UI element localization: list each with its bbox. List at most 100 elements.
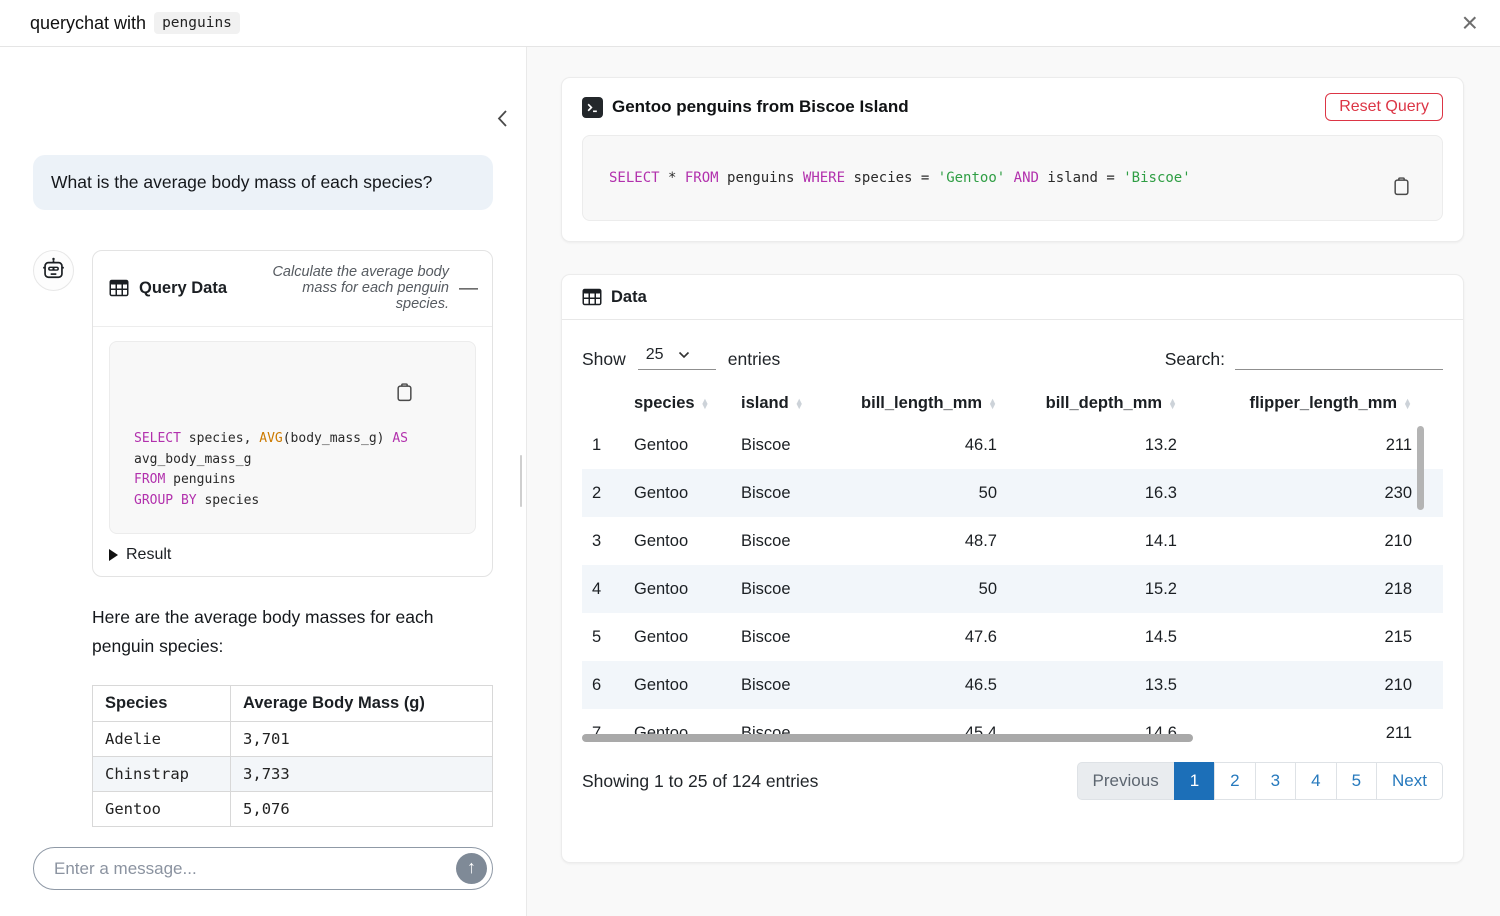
entries-label: entries	[727, 349, 781, 369]
tool-card-collapse-button[interactable]: —	[459, 277, 478, 299]
copy-icon[interactable]	[1391, 145, 1432, 228]
page-button-3[interactable]: 3	[1254, 762, 1297, 800]
table-cell: Gentoo	[634, 675, 689, 694]
arrow-up-icon: ↑	[467, 857, 476, 877]
table-cell: 48.7	[964, 531, 997, 550]
sql-token: AND	[1013, 169, 1039, 186]
table-icon	[109, 279, 129, 297]
search-label: Search:	[1164, 349, 1225, 369]
table-cell: 50	[978, 483, 997, 502]
sort-arrows-icon: ▲ ▼	[1168, 395, 1177, 411]
message-input[interactable]	[33, 847, 493, 890]
table-cell: 50	[978, 579, 997, 598]
close-icon[interactable]: ×	[1461, 7, 1478, 38]
table-row: 4 Gentoo Biscoe 50 15.2 218	[582, 565, 1443, 613]
table-cell: Biscoe	[741, 435, 791, 454]
page-size-select[interactable]: 25	[637, 344, 716, 370]
column-header-label: flipper_length_mm	[1249, 394, 1398, 412]
table-cell: 215	[1384, 627, 1412, 646]
table-cell: 211	[1385, 723, 1412, 742]
chat-input-area: ↑	[0, 829, 526, 916]
sql-token: species =	[845, 169, 938, 186]
page-button-next[interactable]: Next	[1376, 762, 1443, 800]
sql-token	[1005, 167, 1013, 189]
tool-card-body: SELECT species, AVG(body_mass_g) AS avg_b…	[93, 327, 492, 577]
tool-card-title-text: Query Data	[139, 278, 228, 297]
column-header-island[interactable]: island ▲ ▼	[731, 386, 823, 421]
column-header-bill_depth_mm[interactable]: bill_depth_mm ▲ ▼	[1007, 386, 1187, 421]
table-cell: 5	[592, 627, 602, 646]
table-cell: 218	[1384, 579, 1412, 598]
horizontal-scrollbar[interactable]	[582, 734, 1194, 742]
table-cell: 4	[592, 579, 602, 598]
reset-query-button[interactable]: Reset Query	[1325, 93, 1443, 121]
search-input[interactable]	[1235, 344, 1443, 370]
table-cell: 1	[592, 435, 602, 454]
table-row: Gentoo 5,076	[91, 791, 493, 828]
sql-token: 'Gentoo'	[937, 169, 1006, 186]
chat-scrollbar[interactable]	[520, 455, 522, 507]
table-cell: 47.6	[964, 627, 997, 646]
tool-card-subtitle: Calculate the average body mass for each…	[272, 263, 449, 313]
table-row: 3 Gentoo Biscoe 48.7 14.1 210	[582, 517, 1443, 565]
table-cell: 46.1	[964, 435, 997, 454]
table-cell: Biscoe	[741, 675, 791, 694]
table-cell: 14.5	[1144, 627, 1177, 646]
column-header-flipper_length_mm[interactable]: flipper_length_mm ▲ ▼	[1187, 386, 1422, 421]
sort-arrows-icon: ▲ ▼	[1403, 395, 1412, 411]
chat-messages: What is the average body mass of each sp…	[0, 47, 526, 829]
page-button-1[interactable]: 1	[1173, 762, 1216, 800]
table-cell: Biscoe	[741, 483, 791, 502]
table-cell: Chinstrap	[91, 756, 232, 793]
table-cell: 13.5	[1144, 675, 1177, 694]
sql-code-block: SELECT * FROM penguins WHERE species = '…	[582, 135, 1443, 221]
page-button-4[interactable]: 4	[1295, 762, 1337, 800]
table-search-control: Search:	[1165, 344, 1443, 370]
table-row: 5 Gentoo Biscoe 47.6 14.5 215	[582, 613, 1443, 661]
table-row: Adelie 3,701	[91, 721, 493, 758]
triangle-right-icon	[109, 549, 118, 562]
result-expander[interactable]: Result	[109, 534, 171, 566]
table-cell	[1422, 709, 1443, 746]
sql-token: SELECT	[609, 169, 660, 186]
table-cell: 7	[592, 723, 602, 742]
sql-line: GROUP BY species	[134, 491, 459, 512]
sidebar-collapse-icon[interactable]	[495, 109, 510, 128]
table-cell: Gentoo	[634, 579, 689, 598]
table-cell: Adelie	[91, 721, 232, 758]
main-content: Gentoo penguins from Biscoe Island Reset…	[527, 47, 1500, 916]
sql-token: AVG	[259, 431, 283, 447]
table-cell: 210	[1384, 531, 1412, 550]
page-button-2[interactable]: 2	[1214, 762, 1256, 800]
data-card: Data Show 25 entries Search:	[561, 274, 1464, 863]
assistant-message: Query Data Calculate the average body ma…	[33, 249, 493, 828]
vertical-scrollbar[interactable]	[1417, 426, 1424, 510]
chevron-down-icon	[678, 351, 689, 359]
data-table-viewport: species ▲ ▼ island ▲ ▼ bill_length_mm ▲ ▼ bill_de…	[582, 386, 1443, 746]
data-card-title-text: Data	[611, 287, 647, 306]
send-button[interactable]: ↑	[456, 853, 487, 884]
table-icon	[582, 288, 602, 306]
copy-icon[interactable]	[394, 351, 465, 434]
dataset-name-chip: penguins	[154, 12, 240, 34]
sql-token: avg_body_mass_g	[134, 451, 252, 467]
sql-line: avg_body_mass_g	[134, 450, 459, 471]
sql-token: AS	[392, 431, 408, 447]
column-header-species[interactable]: species ▲ ▼	[624, 386, 731, 421]
column-header-body_mass_g[interactable]: body_mass_g▲▼	[1422, 386, 1443, 421]
table-cell: 15.2	[1144, 579, 1177, 598]
result-expander-label: Result	[126, 546, 172, 564]
page-button-previous: Previous	[1076, 762, 1175, 800]
sql-token: *	[659, 169, 685, 186]
table-cell: 6	[592, 675, 602, 694]
current-query-card: Gentoo penguins from Biscoe Island Reset…	[561, 77, 1464, 242]
table-cell: 5,076	[230, 791, 493, 828]
table-cell	[1422, 517, 1443, 565]
sql-line: FROM penguins	[134, 470, 459, 491]
sql-token: GROUP BY	[134, 492, 197, 508]
page-button-5[interactable]: 5	[1335, 762, 1378, 800]
sql-token: island =	[1038, 169, 1124, 186]
penguins-data-table: species ▲ ▼ island ▲ ▼ bill_length_mm ▲ ▼ bill_de…	[582, 386, 1443, 746]
column-header-label: bill_depth_mm	[1045, 394, 1163, 412]
column-header-bill_length_mm[interactable]: bill_length_mm ▲ ▼	[823, 386, 1007, 421]
